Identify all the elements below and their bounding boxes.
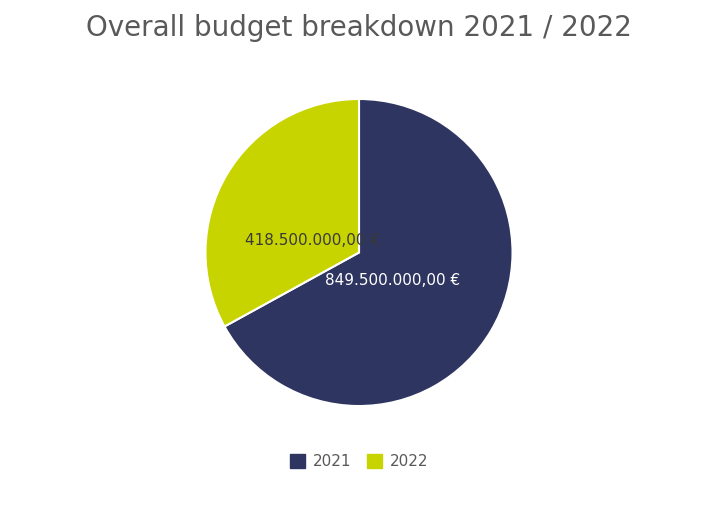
Wedge shape [205, 99, 359, 327]
Text: 849.500.000,00 €: 849.500.000,00 € [325, 273, 460, 288]
Wedge shape [225, 99, 513, 406]
Legend: 2021, 2022: 2021, 2022 [284, 448, 434, 475]
Text: 418.500.000,00 €: 418.500.000,00 € [246, 233, 381, 248]
Title: Overall budget breakdown 2021 / 2022: Overall budget breakdown 2021 / 2022 [86, 14, 632, 41]
